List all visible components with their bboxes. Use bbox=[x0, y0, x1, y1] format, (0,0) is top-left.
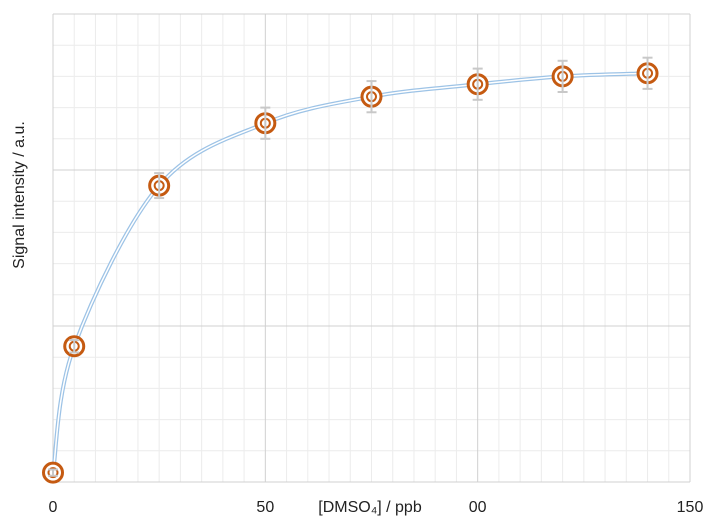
x-tick-label: 0 bbox=[49, 499, 58, 516]
x-tick-label: 150 bbox=[677, 499, 704, 516]
y-axis-label: Signal intensity / a.u. bbox=[11, 121, 28, 269]
x-tick-label: 50 bbox=[256, 499, 274, 516]
x-tick-label: 00 bbox=[469, 499, 487, 516]
x-axis-label: [DMSO₄] / ppb bbox=[318, 499, 422, 516]
marker-inner bbox=[47, 467, 59, 479]
